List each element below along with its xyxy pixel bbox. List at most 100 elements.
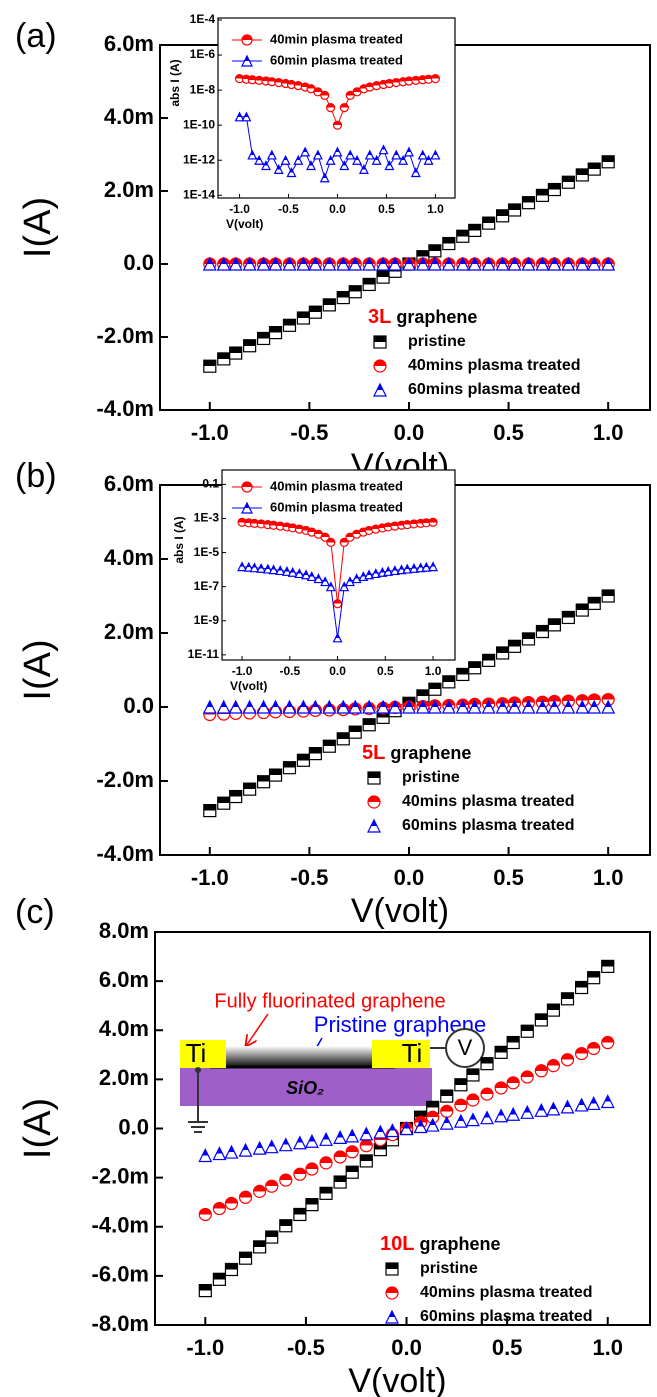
data-point bbox=[345, 1128, 360, 1143]
annotation: Ti bbox=[186, 1038, 207, 1068]
data-point bbox=[383, 565, 394, 576]
data-point bbox=[370, 568, 381, 579]
data-point bbox=[507, 639, 522, 653]
data-point bbox=[348, 699, 363, 714]
data-point bbox=[339, 537, 349, 547]
x-tick-label: 0.5 bbox=[492, 1335, 523, 1360]
electrode bbox=[180, 1040, 226, 1068]
legend-label: 40min plasma treated bbox=[270, 478, 403, 493]
data-point bbox=[561, 256, 576, 271]
data-point bbox=[455, 256, 470, 271]
data-point bbox=[292, 1135, 307, 1150]
data-point bbox=[575, 603, 589, 617]
arrow bbox=[246, 1013, 269, 1046]
data-point bbox=[339, 581, 350, 592]
legend-marker bbox=[241, 481, 253, 493]
data-point bbox=[391, 149, 402, 160]
legend-label: pristine bbox=[408, 333, 466, 350]
data-point bbox=[534, 1013, 548, 1027]
data-point bbox=[326, 103, 336, 113]
data-point bbox=[399, 1121, 414, 1136]
y-tick-label: -2.0m bbox=[92, 1163, 149, 1188]
data-point bbox=[482, 216, 496, 230]
annotation: V bbox=[458, 1035, 473, 1060]
data-point bbox=[296, 256, 311, 271]
panel-label: (c) bbox=[15, 893, 55, 931]
substrate bbox=[180, 1068, 432, 1106]
data-point bbox=[352, 154, 363, 165]
data-point bbox=[301, 569, 312, 580]
data-point bbox=[364, 149, 375, 160]
data-point bbox=[243, 561, 254, 572]
legend-label: 40mins plasma treated bbox=[408, 357, 581, 374]
data-point bbox=[268, 564, 279, 575]
data-point bbox=[359, 1154, 373, 1168]
data-point bbox=[345, 149, 356, 160]
panel-label: (b) bbox=[15, 457, 57, 495]
data-point bbox=[305, 1162, 319, 1176]
x-tick-label: -0.5 bbox=[290, 420, 328, 445]
data-point bbox=[282, 699, 297, 714]
legend-label: 60mins plasma treated bbox=[408, 381, 581, 398]
data-point bbox=[402, 563, 413, 574]
data-point bbox=[279, 1219, 293, 1233]
data-point bbox=[325, 154, 336, 165]
legend-marker bbox=[241, 501, 253, 514]
data-point bbox=[224, 1196, 239, 1211]
data-point bbox=[234, 111, 245, 122]
y-tick-label: -4.0m bbox=[97, 396, 154, 421]
y-tick-label: 4.0m bbox=[104, 545, 154, 570]
legend-title-text: graphene bbox=[390, 743, 471, 763]
data-point bbox=[268, 326, 283, 340]
data-point bbox=[256, 775, 271, 789]
x-tick-label: -1.0 bbox=[191, 420, 229, 445]
data-point bbox=[468, 661, 482, 675]
data-point bbox=[212, 1272, 226, 1286]
data-point bbox=[494, 1045, 508, 1059]
data-point bbox=[441, 699, 456, 714]
data-point bbox=[249, 562, 260, 573]
data-point bbox=[345, 1145, 359, 1159]
data-point bbox=[423, 154, 434, 165]
y-tick-label: 1E-8 bbox=[190, 82, 216, 96]
data-point bbox=[440, 1104, 454, 1118]
data-point bbox=[547, 618, 561, 632]
data-point bbox=[378, 144, 389, 155]
legend-label: pristine bbox=[420, 1260, 478, 1277]
data-point bbox=[202, 256, 217, 271]
legend-title: 10L graphene bbox=[380, 1233, 501, 1255]
data-point bbox=[389, 565, 400, 576]
data-point bbox=[359, 1139, 373, 1153]
data-point bbox=[520, 1024, 534, 1038]
data-point bbox=[266, 149, 277, 160]
data-point bbox=[561, 610, 575, 625]
data-point bbox=[535, 699, 550, 714]
data-point bbox=[574, 980, 589, 995]
y-tick-label: -4.0m bbox=[92, 1213, 149, 1238]
legend-marker bbox=[385, 1262, 399, 1276]
data-point bbox=[322, 699, 337, 714]
data-point bbox=[212, 1201, 226, 1216]
data-point bbox=[521, 699, 536, 714]
data-point bbox=[238, 1251, 253, 1265]
x-tick-label: 1.0 bbox=[425, 664, 442, 678]
data-point bbox=[319, 172, 330, 183]
data-point bbox=[304, 1133, 319, 1148]
legend-sample: 5L bbox=[362, 742, 385, 764]
data-point bbox=[507, 256, 522, 271]
data-point bbox=[560, 1053, 575, 1067]
data-point bbox=[561, 699, 576, 714]
data-point bbox=[430, 74, 441, 84]
data-point bbox=[308, 256, 323, 271]
data-point bbox=[521, 632, 536, 646]
y-tick-label: 1E-9 bbox=[194, 613, 220, 627]
x-axis-label: V(volt) bbox=[226, 217, 263, 231]
data-point bbox=[261, 160, 271, 171]
data-point bbox=[308, 747, 322, 761]
data-point bbox=[320, 576, 331, 587]
data-point bbox=[313, 573, 324, 584]
data-point bbox=[587, 162, 601, 176]
data-point bbox=[300, 146, 311, 157]
data-point bbox=[282, 318, 297, 332]
